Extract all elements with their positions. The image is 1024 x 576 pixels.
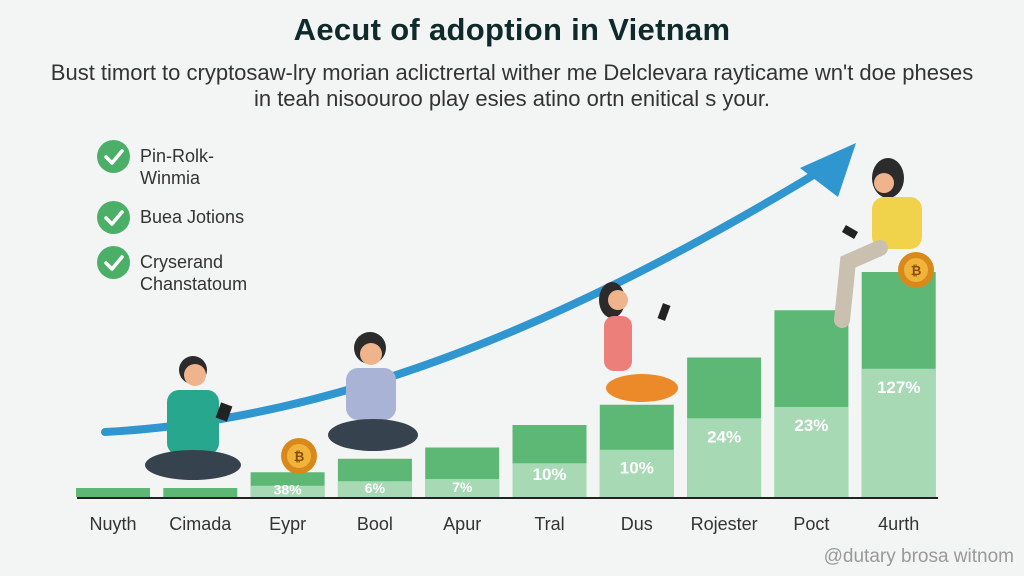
category-label: Nuyth [89, 514, 136, 534]
data-label: 24% [707, 427, 741, 446]
bar-segment-light [425, 479, 500, 497]
category-label: 4urth [878, 514, 919, 534]
checklist: Pin-Rolk-Winmia Buea Jotions Cryserand C… [97, 140, 270, 307]
check-circle-icon [97, 246, 130, 279]
category-label: Poct [793, 514, 829, 534]
data-label: 10% [532, 465, 566, 484]
checklist-item: Buea Jotions [97, 201, 270, 234]
data-label: 38% [274, 482, 303, 498]
svg-text:₿: ₿ [911, 263, 922, 278]
person-icon [599, 282, 678, 402]
checklist-item: Cryserand Chanstatoum [97, 246, 270, 295]
category-label: Eypr [269, 514, 306, 534]
bar-segment-light [774, 407, 849, 497]
data-label: 127% [877, 378, 920, 397]
page-title: Aecut of adoption in Vietnam [293, 12, 731, 47]
category-label: Apur [443, 514, 481, 534]
bar-nuyth [76, 488, 150, 497]
category-label: Dus [621, 514, 653, 534]
category-label: Tral [534, 514, 564, 534]
check-circle-icon [97, 140, 130, 173]
bar-segment-light [250, 485, 325, 497]
checklist-label: Buea Jotions [140, 207, 245, 227]
person-icon [145, 356, 241, 480]
category-label: Rojester [691, 514, 758, 534]
bitcoin-coin-icon: ₿ [898, 252, 934, 288]
watermark: @dutary brosa witnom [823, 546, 1014, 567]
bar-cimada [163, 488, 238, 497]
data-label: 6% [365, 480, 386, 496]
bar-segment-light [861, 368, 936, 497]
checklist-item: Pin-Rolk-Winmia [97, 140, 270, 189]
checklist-label: Pin-Rolk-Winmia [140, 146, 215, 188]
svg-text:₿: ₿ [294, 449, 305, 464]
bar-segment-light [687, 418, 762, 497]
bar-segment-light [512, 463, 587, 497]
check-circle-icon [97, 201, 130, 234]
data-label: 23% [794, 416, 828, 435]
bar-segment-light [337, 481, 412, 497]
person-icon [328, 332, 418, 451]
bar-segment-light [599, 449, 674, 497]
data-label: 10% [620, 458, 654, 477]
category-label: Cimada [169, 514, 232, 534]
data-label: 7% [452, 479, 473, 495]
arrow-head-icon [800, 143, 856, 197]
category-label: Bool [357, 514, 393, 534]
page-subtitle: Bust timort to cryptosaw-lry morian acli… [50, 60, 974, 111]
person-icon [834, 158, 922, 328]
bitcoin-coin-icon: ₿ [281, 438, 317, 474]
checklist-label: Cryserand Chanstatoum [140, 252, 248, 294]
